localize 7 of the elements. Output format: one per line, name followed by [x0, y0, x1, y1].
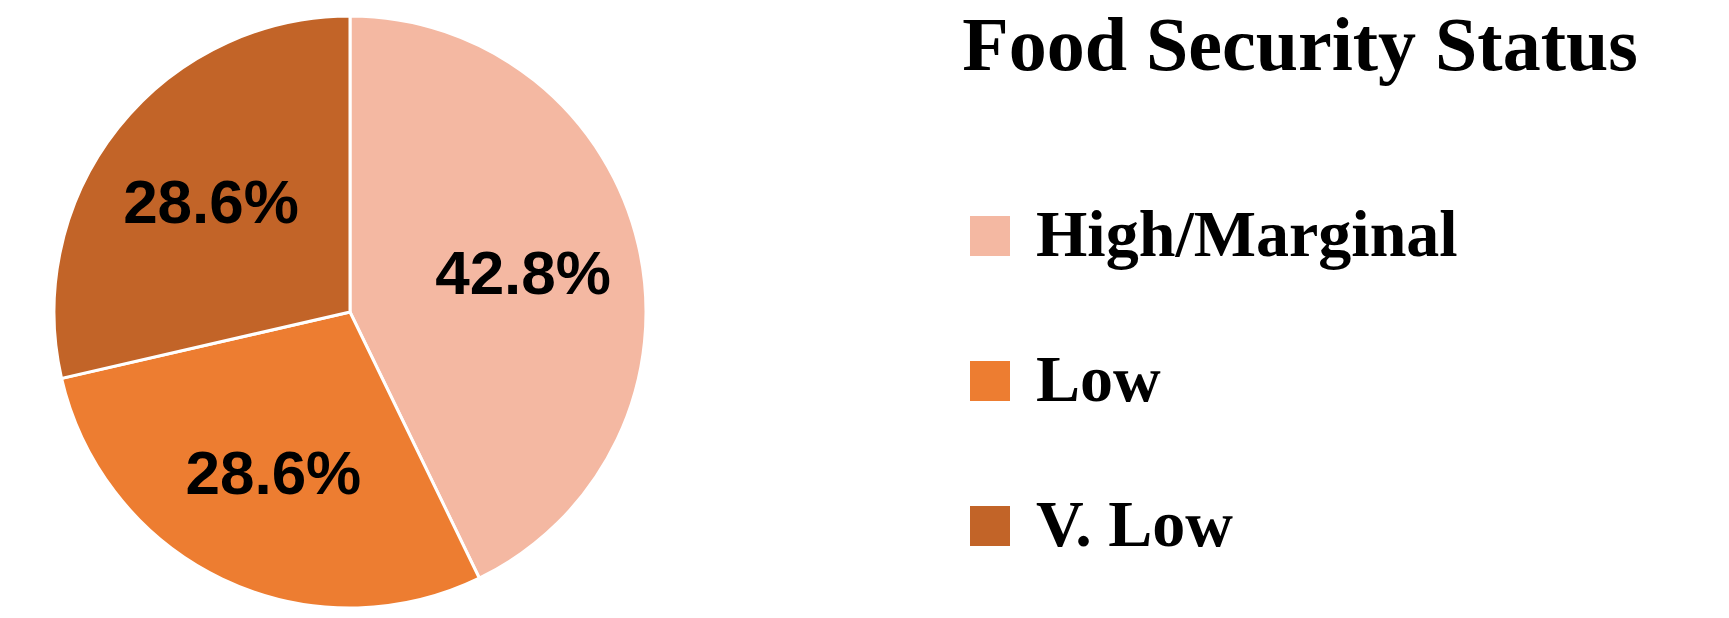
legend-label: Low — [1036, 342, 1162, 415]
data-label: 28.6% — [123, 166, 299, 236]
legend-title: Food Security Status — [962, 2, 1638, 86]
data-label: 28.6% — [185, 437, 362, 507]
legend-label: V. Low — [1036, 487, 1234, 560]
data-label: 42.8% — [435, 237, 611, 307]
legend-label: High/Marginal — [1036, 197, 1458, 270]
